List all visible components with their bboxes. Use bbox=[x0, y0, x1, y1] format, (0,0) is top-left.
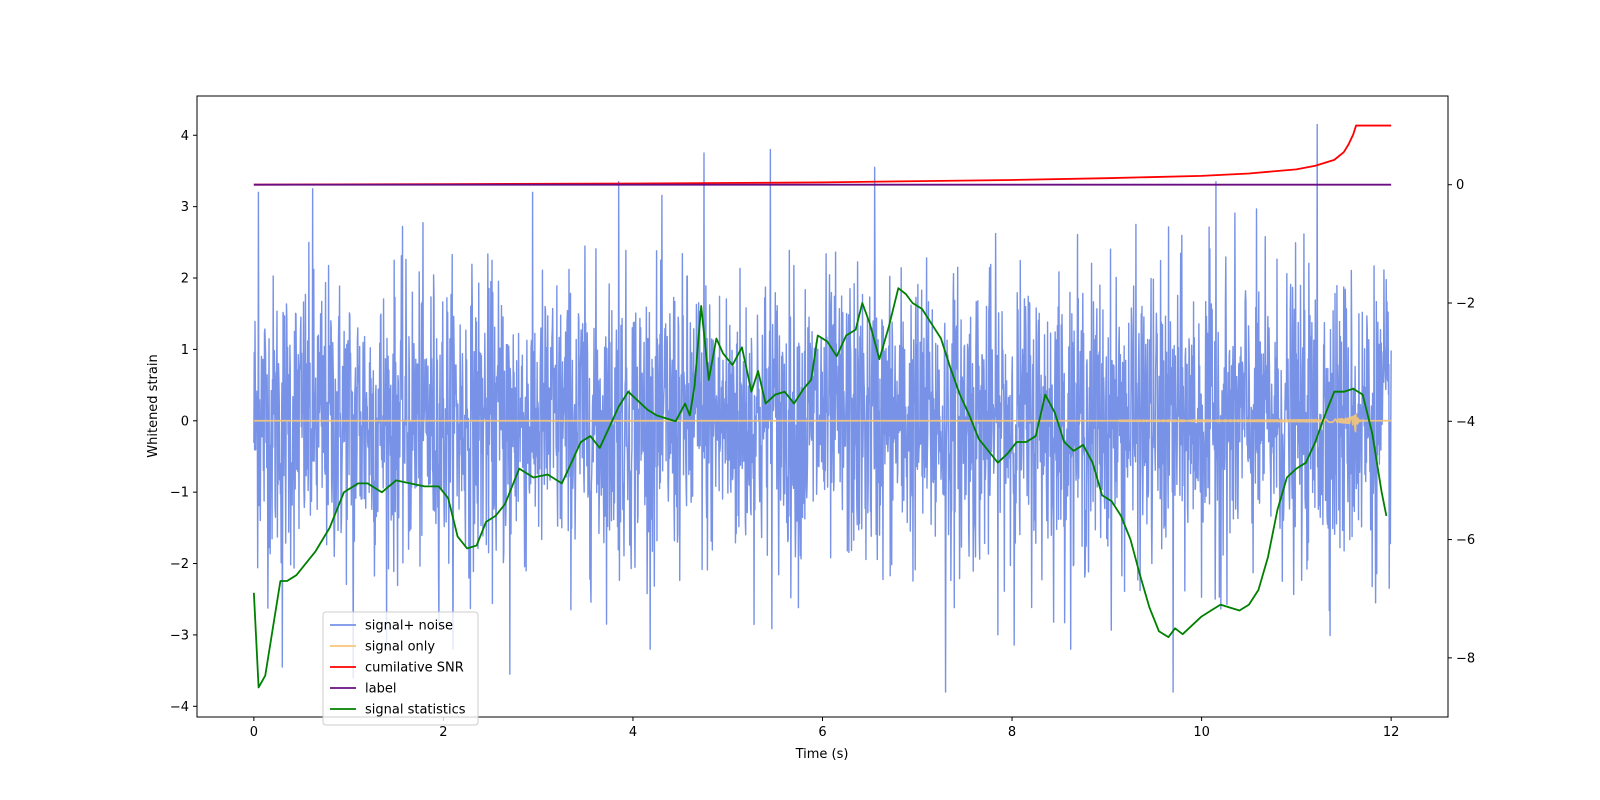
x-tick-label: 12 bbox=[1383, 725, 1400, 740]
y-tick-label: −1 bbox=[170, 486, 189, 501]
y2-tick-label: −2 bbox=[1456, 297, 1475, 312]
legend-entry: signal only bbox=[365, 640, 435, 655]
x-tick-label: 8 bbox=[1008, 725, 1016, 740]
x-tick-label: 10 bbox=[1193, 725, 1210, 740]
y-tick-label: 4 bbox=[181, 129, 189, 144]
legend-entry: signal+ noise bbox=[365, 619, 453, 634]
y-tick-label: −4 bbox=[170, 700, 189, 715]
y-axis-label: Whitened strain bbox=[146, 354, 161, 457]
series-line-1 bbox=[253, 413, 1392, 433]
y-tick-label: 2 bbox=[181, 272, 189, 287]
x-axis-label: Time (s) bbox=[795, 747, 849, 762]
legend-entry: label bbox=[365, 682, 396, 697]
legend-box bbox=[322, 611, 479, 726]
y-tick-label: 1 bbox=[181, 343, 189, 358]
y-tick-label: 3 bbox=[181, 200, 189, 215]
legend: signal+ noise signal only cumilative SNR la… bbox=[322, 611, 479, 726]
x-tick-label: 6 bbox=[818, 725, 826, 740]
y-tick-label: −3 bbox=[170, 628, 189, 643]
x-axis: 0 2 4 6 8 10 12 bbox=[250, 717, 1400, 740]
y2-tick-label: 0 bbox=[1456, 178, 1464, 193]
y-tick-label: 0 bbox=[181, 414, 189, 429]
series-line-0 bbox=[253, 123, 1392, 693]
legend-entry: signal statistics bbox=[365, 703, 466, 718]
y-tick-label: −2 bbox=[170, 557, 189, 572]
series-line-4 bbox=[252, 287, 1388, 689]
x-tick-label: 2 bbox=[439, 725, 447, 740]
y2-tick-label: −8 bbox=[1456, 651, 1475, 666]
x-tick-label: 4 bbox=[629, 725, 637, 740]
series-layer bbox=[252, 123, 1392, 693]
series-line-2 bbox=[253, 124, 1392, 186]
y2-tick-label: −6 bbox=[1456, 533, 1475, 548]
y-axis-right: 0 −2 −4 −6 −8 bbox=[1448, 178, 1475, 666]
x-tick-label: 0 bbox=[250, 725, 258, 740]
y-axis-left: 4 3 2 1 0 −1 −2 −3 −4 bbox=[170, 129, 197, 715]
legend-entry: cumilative SNR bbox=[365, 661, 464, 676]
y2-tick-label: −4 bbox=[1456, 415, 1475, 430]
